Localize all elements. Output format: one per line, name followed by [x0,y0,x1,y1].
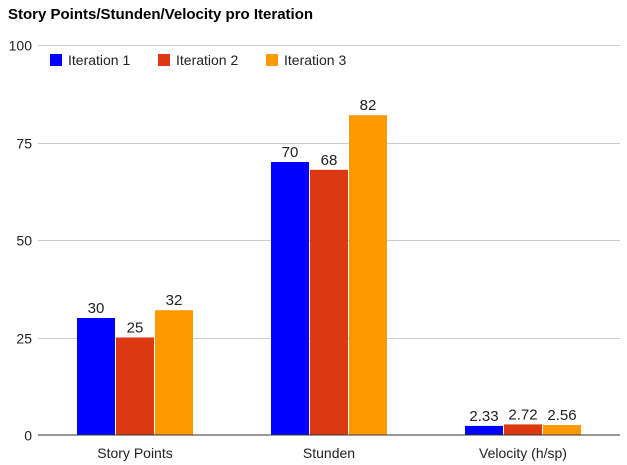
bar-value-label: 70 [282,144,299,161]
legend-swatch [158,54,170,66]
y-tick-label: 25 [16,331,32,347]
bar [155,310,193,435]
y-axis-ticks: 0 25 50 75 100 [9,38,33,444]
value-labels: 30 25 32 70 68 82 2.33 2.72 2.56 [88,97,577,425]
bar [310,169,348,436]
legend-swatch [50,54,62,66]
x-category-label: Velocity (h/sp) [479,445,567,461]
legend-label: Iteration 3 [284,52,346,68]
bar [349,115,387,435]
bar [504,424,542,435]
bar [543,425,581,435]
bar-value-label: 30 [88,300,105,317]
legend: Iteration 1 Iteration 2 Iteration 3 [50,52,346,68]
bar [271,162,309,435]
bar [465,425,503,435]
bar [77,318,115,435]
chart-title: Story Points/Stunden/Velocity pro Iterat… [8,6,313,23]
bar [116,337,154,435]
y-tick-label: 50 [16,233,32,249]
legend-label: Iteration 1 [68,52,130,68]
bar-value-label: 2.56 [547,407,576,424]
y-tick-label: 100 [9,38,33,54]
y-tick-label: 75 [16,136,32,152]
legend-label: Iteration 2 [176,52,238,68]
bars [77,115,581,436]
y-tick-label: 0 [24,428,32,444]
bar-value-label: 82 [360,97,377,114]
legend-swatch [266,54,278,66]
x-category-label: Stunden [303,445,355,461]
bar-value-label: 32 [166,292,183,309]
bar-value-label: 2.72 [508,406,537,423]
x-axis-categories: Story Points Stunden Velocity (h/sp) [97,445,567,461]
bar-value-label: 68 [321,152,338,169]
bar-value-label: 2.33 [469,408,498,425]
x-category-label: Story Points [97,445,172,461]
bar-value-label: 25 [127,320,144,337]
